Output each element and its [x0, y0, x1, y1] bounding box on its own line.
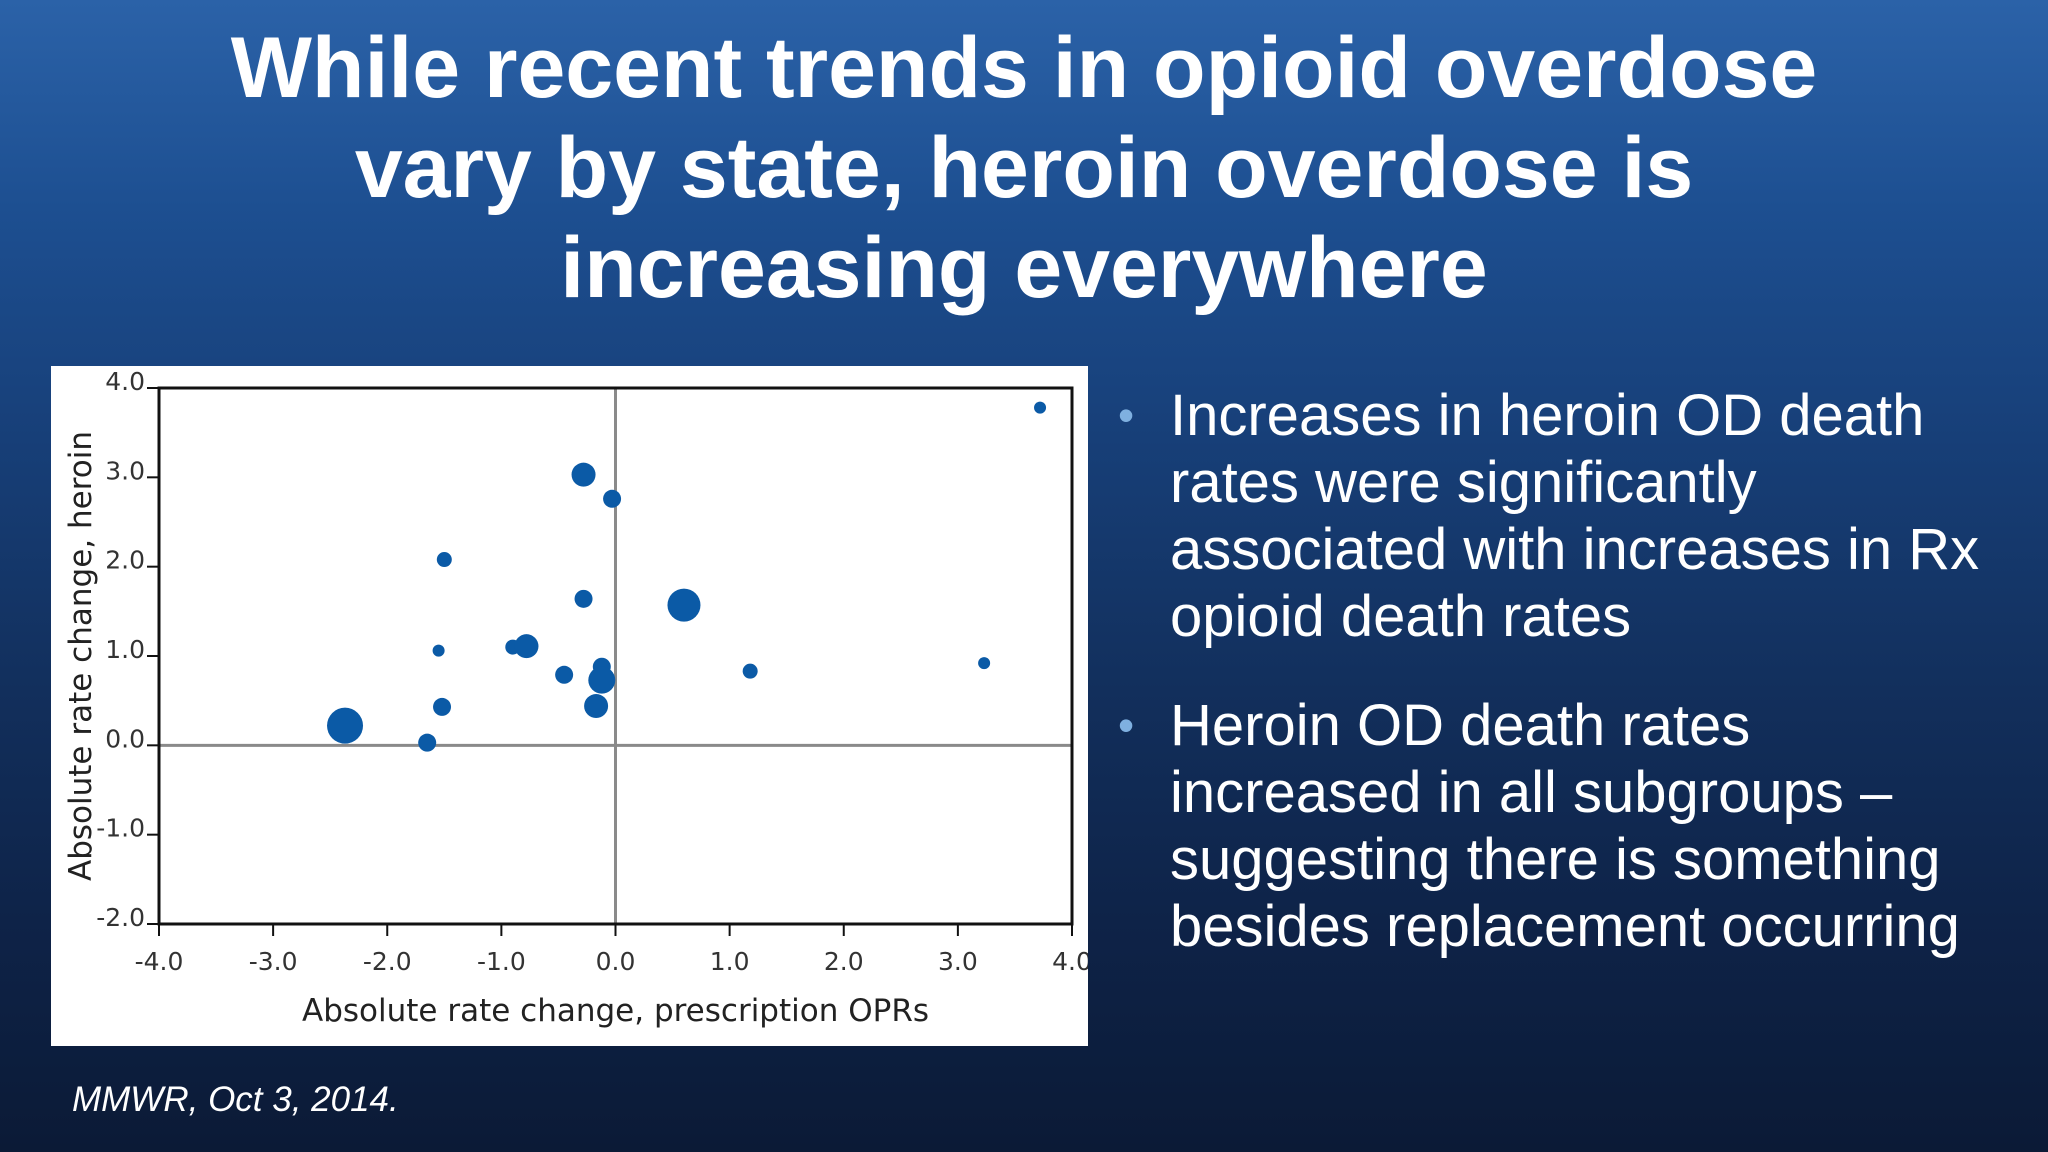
y-axis: 4.0 3.0 2.0 1.0 0.0 -1.0 -2.0 [96, 367, 159, 932]
y-tick-label: 0.0 [105, 724, 145, 753]
bullet-item: • Increases in heroin OD death rates wer… [1116, 382, 2016, 650]
x-tick-label: 1.0 [710, 947, 750, 976]
scatter-point [574, 589, 593, 608]
y-tick-label: 4.0 [105, 367, 145, 396]
scatter-point [418, 733, 437, 752]
scatter-point [571, 462, 596, 487]
y-axis-label: Absolute rate change, heroin [63, 431, 99, 881]
x-axis: -4.0 -3.0 -2.0 -1.0 0.0 1.0 2.0 3.0 4.0 [135, 924, 1088, 976]
bullet-dot-icon: • [1118, 699, 1135, 751]
scatter-chart-panel: 4.0 3.0 2.0 1.0 0.0 -1.0 -2.0 -4.0 -3.0 -2.0 -1.0… [51, 366, 1088, 1046]
bullet-list: • Increases in heroin OD death rates wer… [1116, 382, 2016, 1002]
x-tick-label: 2.0 [824, 947, 864, 976]
slide-title: While recent trends in opioid overdose v… [230, 20, 1818, 316]
data-points [327, 401, 1047, 752]
scatter-point [584, 694, 609, 719]
bullet-item: • Heroin OD death rates increased in all… [1116, 692, 2016, 960]
scatter-point [603, 489, 622, 508]
scatter-point [514, 634, 539, 659]
y-tick-label: -2.0 [96, 903, 145, 932]
bullet-text: Heroin OD death rates increased in all s… [1170, 693, 1960, 959]
bullet-text: Increases in heroin OD death rates were … [1170, 383, 1980, 649]
scatter-point [327, 707, 364, 744]
x-tick-label: 0.0 [596, 947, 636, 976]
citation: MMWR, Oct 3, 2014. [72, 1080, 399, 1119]
scatter-point [978, 657, 991, 670]
scatter-point [588, 666, 616, 694]
scatter-point [432, 644, 445, 657]
y-tick-label: 2.0 [105, 546, 145, 575]
bullet-dot-icon: • [1118, 389, 1135, 441]
x-tick-label: -1.0 [477, 947, 526, 976]
scatter-point [433, 697, 452, 716]
y-tick-label: -1.0 [96, 814, 145, 843]
y-tick-label: 1.0 [105, 635, 145, 664]
x-tick-label: -2.0 [363, 947, 412, 976]
x-tick-label: -3.0 [249, 947, 298, 976]
x-tick-label: -4.0 [135, 947, 184, 976]
scatter-chart: 4.0 3.0 2.0 1.0 0.0 -1.0 -2.0 -4.0 -3.0 -2.0 -1.0… [63, 367, 1088, 1029]
x-tick-label: 3.0 [938, 947, 978, 976]
scatter-point [742, 663, 758, 679]
scatter-point [555, 665, 574, 684]
plot-frame [157, 386, 1074, 926]
x-axis-label: Absolute rate change, prescription OPRs [302, 993, 929, 1029]
y-tick-label: 3.0 [105, 456, 145, 485]
scatter-point [1034, 401, 1047, 414]
scatter-point [436, 552, 452, 568]
scatter-point [667, 588, 701, 622]
x-tick-label: 4.0 [1052, 947, 1088, 976]
